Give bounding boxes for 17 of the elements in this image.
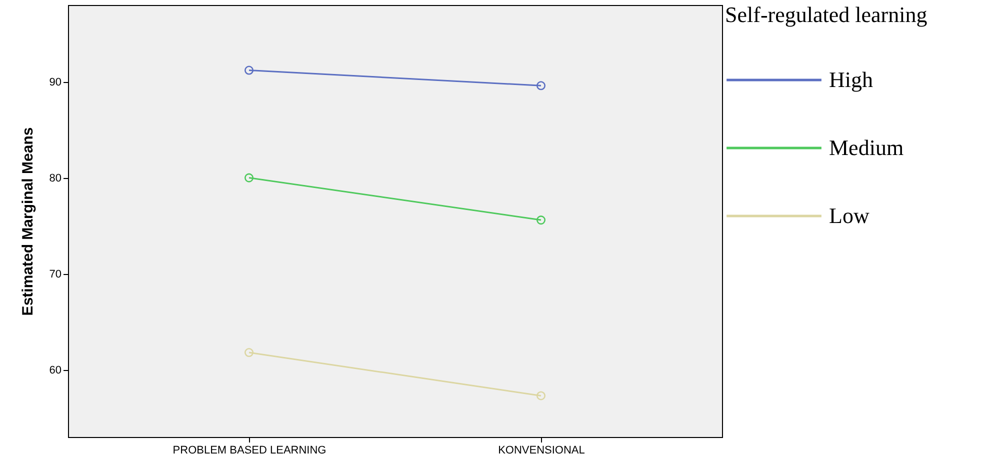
point (536, 81, 546, 90)
point (244, 348, 254, 358)
y-tick-label: 80 (49, 172, 62, 184)
legend-label: High (829, 67, 873, 92)
point (536, 391, 546, 400)
y-tick-label: 70 (49, 268, 62, 280)
y-tick-label: 90 (49, 76, 62, 88)
y-tick-label: 60 (49, 364, 62, 376)
x-tick-label: PROBLEM BASED LEARNING (172, 444, 326, 456)
legend-title: Self-regulated learning (725, 2, 928, 27)
x-tick-label: KONVENSIONAL (498, 444, 585, 456)
point (244, 173, 254, 182)
legend-label: Medium (829, 135, 904, 160)
legend-label: Low (829, 203, 870, 228)
y-axis-title: Estimated Marginal Means (19, 127, 36, 316)
point (536, 216, 546, 225)
point (244, 66, 254, 75)
